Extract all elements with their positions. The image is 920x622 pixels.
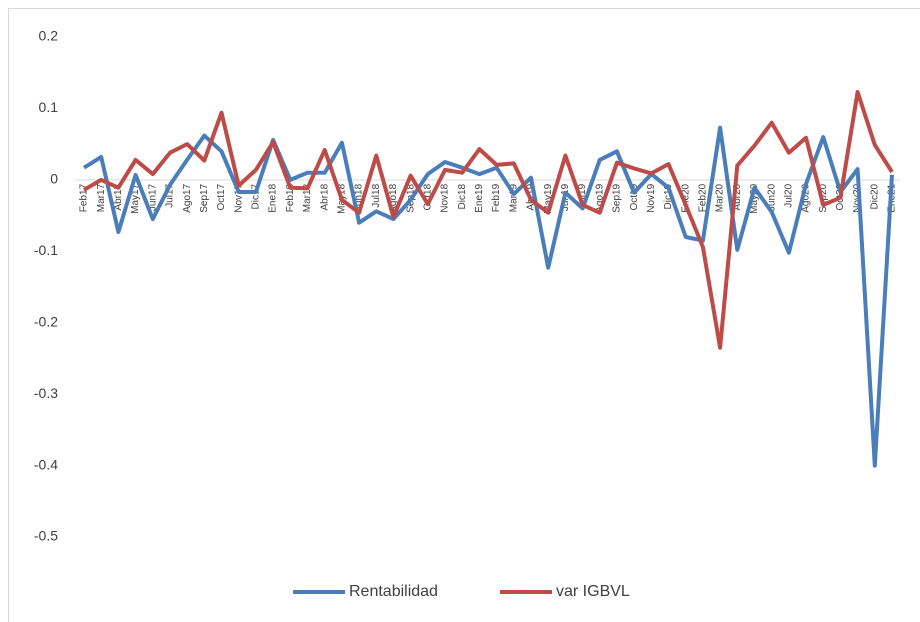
line-series bbox=[82, 125, 894, 468]
x-tick-label: Abr17 bbox=[113, 183, 124, 210]
x-tick-label: Sep17 bbox=[199, 183, 210, 212]
x-tick-label: Ene20 bbox=[680, 183, 691, 212]
x-tick-label: Mar18 bbox=[302, 183, 313, 212]
x-tick-label: Jul17 bbox=[165, 183, 176, 207]
x-tick-label: Ene18 bbox=[268, 183, 279, 212]
x-tick-label: Ago20 bbox=[801, 183, 812, 212]
x-tick-label: Jun18 bbox=[354, 183, 365, 211]
y-tick-label: -0.2 bbox=[34, 313, 58, 329]
x-tick-label: Dic17 bbox=[251, 183, 262, 209]
x-tick-label: Mar19 bbox=[508, 183, 519, 212]
x-tick-label: Nov19 bbox=[646, 183, 657, 212]
x-tick-label: Ene19 bbox=[474, 183, 485, 212]
y-tick-label: -0.4 bbox=[34, 456, 58, 472]
x-tick-label: Dic19 bbox=[663, 183, 674, 209]
x-tick-label: Feb20 bbox=[698, 183, 709, 212]
x-tick-label: Ago18 bbox=[388, 183, 399, 212]
x-tick-label: Nov17 bbox=[233, 183, 244, 212]
x-tick-label: May19 bbox=[543, 183, 554, 213]
y-tick-label: -0.1 bbox=[34, 242, 58, 258]
x-tick-label: Oct18 bbox=[422, 183, 433, 210]
x-tick-label: Jul20 bbox=[783, 183, 794, 207]
y-tick-label: 0.1 bbox=[39, 99, 59, 115]
x-tick-label: Feb18 bbox=[285, 183, 296, 212]
y-tick-label: 0 bbox=[50, 171, 58, 187]
x-tick-label: May17 bbox=[130, 183, 141, 213]
chart-border bbox=[8, 8, 920, 622]
x-tick-label: Mar20 bbox=[715, 183, 726, 212]
x-tick-label: Feb17 bbox=[79, 183, 90, 212]
line-series bbox=[82, 90, 894, 350]
x-tick-label: Ago19 bbox=[594, 183, 605, 212]
x-tick-label: Jun17 bbox=[147, 183, 158, 211]
y-tick-label: -0.5 bbox=[34, 528, 58, 544]
x-tick-label: Feb19 bbox=[491, 183, 502, 212]
x-tick-label: Abr18 bbox=[319, 183, 330, 210]
legend-label: var IGBVL bbox=[556, 583, 630, 600]
x-tick-label: May20 bbox=[749, 183, 760, 213]
y-tick-label: -0.3 bbox=[34, 385, 58, 401]
x-tick-label: Jul18 bbox=[371, 183, 382, 207]
y-tick-label: 0.2 bbox=[39, 28, 59, 44]
x-tick-label: Abr20 bbox=[732, 183, 743, 210]
x-tick-label: Dic18 bbox=[457, 183, 468, 209]
legend-label: Rentabilidad bbox=[349, 583, 438, 600]
x-tick-label: Jun20 bbox=[766, 183, 777, 211]
x-tick-label: Jul19 bbox=[577, 183, 588, 207]
x-tick-label: Nov18 bbox=[440, 183, 451, 212]
x-tick-label: Dic20 bbox=[869, 183, 880, 209]
x-tick-label: Ago17 bbox=[182, 183, 193, 212]
x-tick-label: Oct17 bbox=[216, 183, 227, 210]
x-tick-label: Sep19 bbox=[612, 183, 623, 212]
x-tick-label: Oct19 bbox=[629, 183, 640, 210]
x-tick-label: Mar17 bbox=[96, 183, 107, 212]
